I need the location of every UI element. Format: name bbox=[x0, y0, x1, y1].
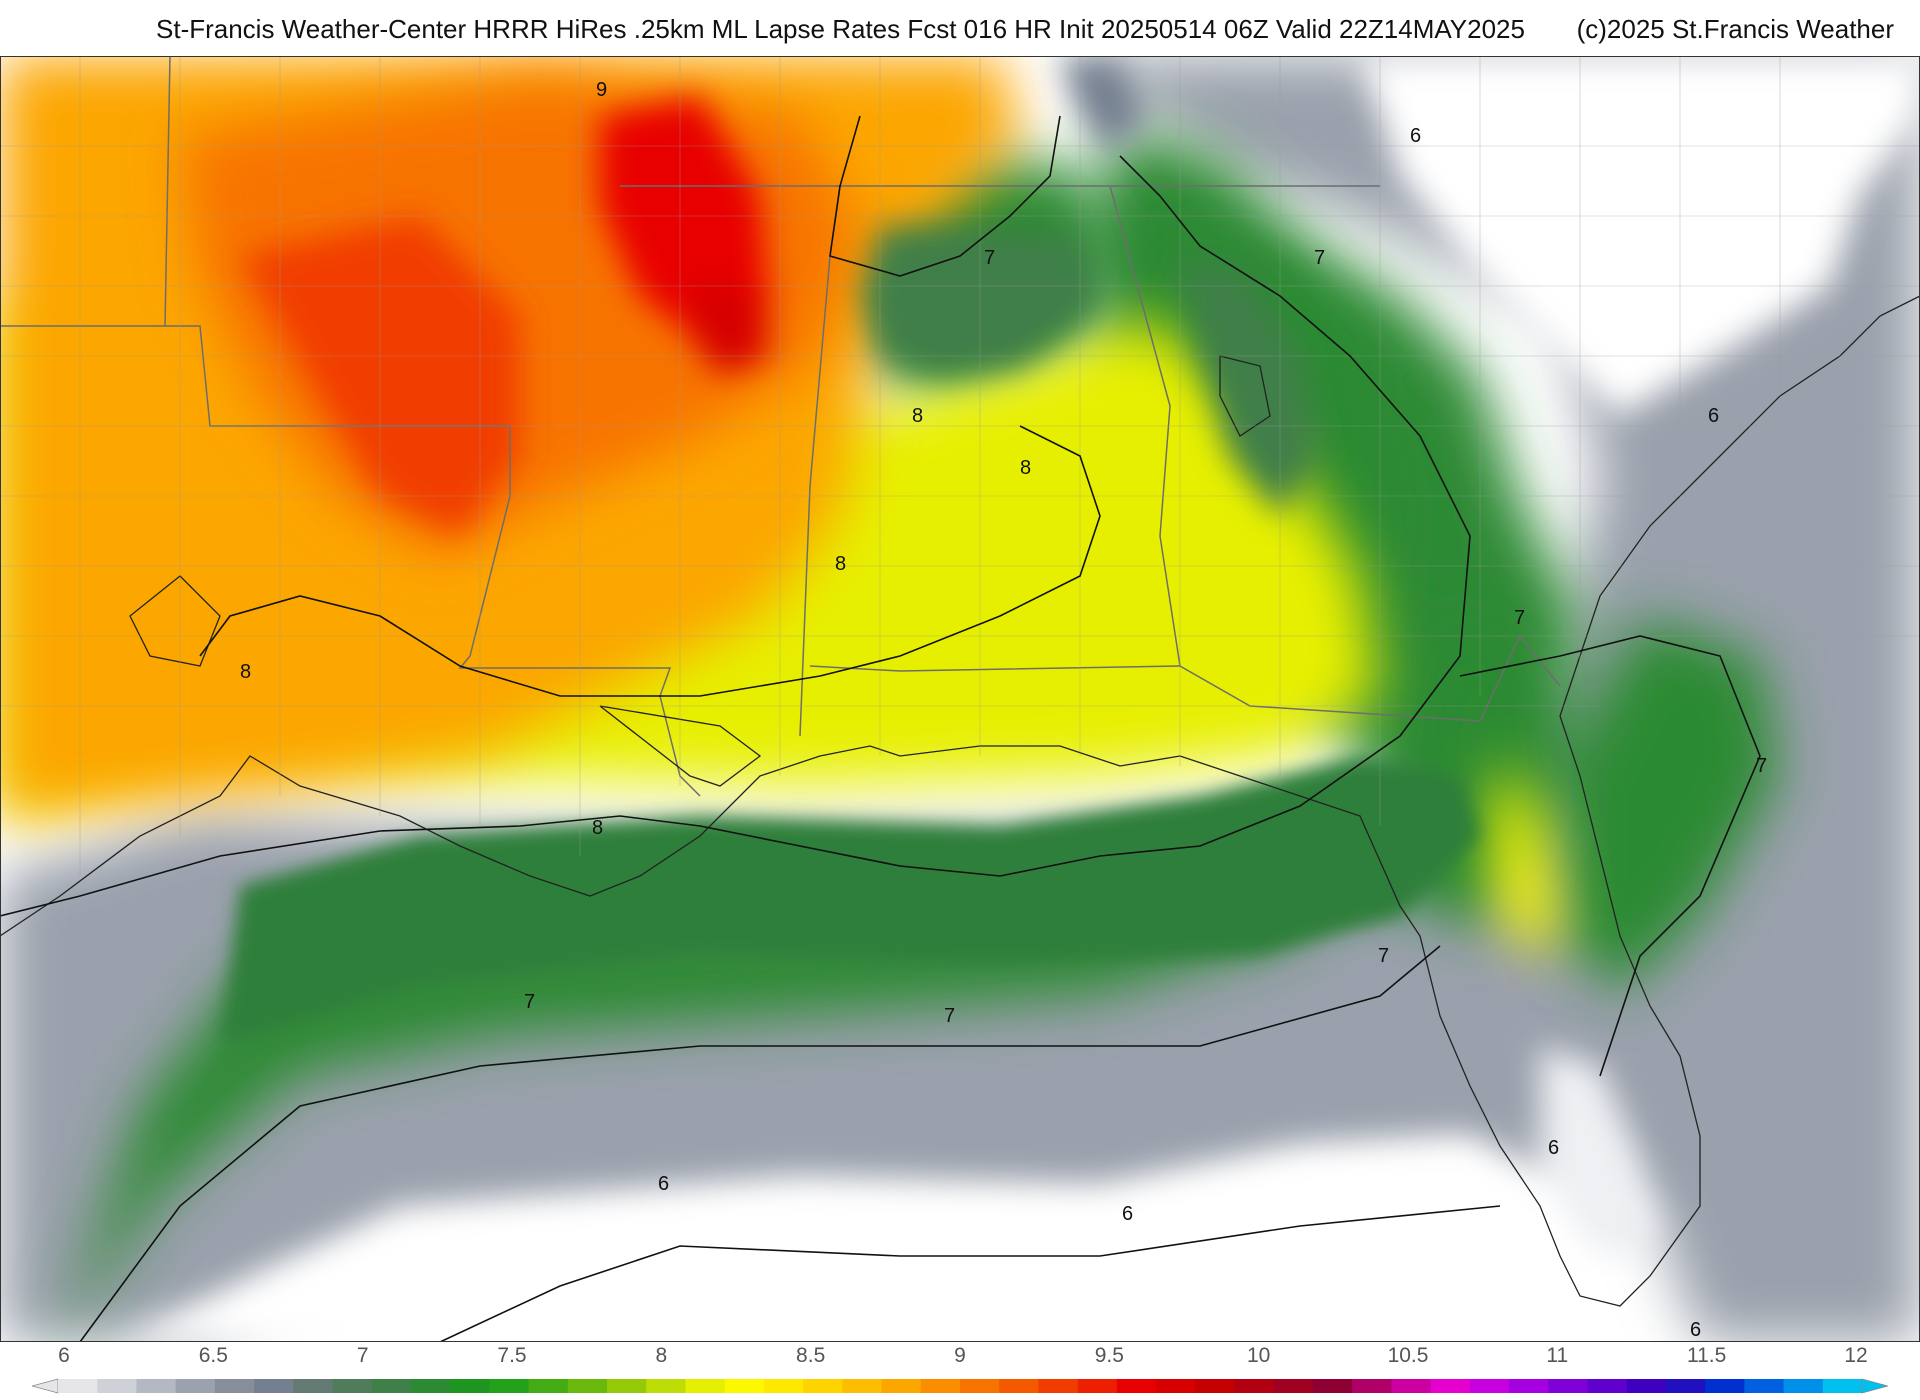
colorbar-tick-label: 8.5 bbox=[796, 1344, 826, 1367]
colorbar-swatch bbox=[1312, 1379, 1353, 1393]
contour-label: 7 bbox=[524, 991, 535, 1013]
colorbar-swatch bbox=[960, 1379, 1000, 1393]
colorbar-tick-label: 7.5 bbox=[497, 1344, 527, 1367]
map-svg: 9 8 8 8 8 8 7 7 7 7 7 7 7 6 6 6 6 6 6 bbox=[0, 56, 1920, 1342]
contour-label: 7 bbox=[944, 1005, 955, 1027]
colorbar-swatch bbox=[293, 1379, 334, 1393]
colorbar-swatch bbox=[1744, 1379, 1785, 1393]
colorbar-swatch bbox=[1234, 1379, 1275, 1393]
contour-label: 7 bbox=[1378, 945, 1389, 967]
colorbar-swatch bbox=[1783, 1379, 1824, 1393]
coastlines bbox=[0, 295, 1920, 1307]
colorbar-swatch bbox=[97, 1379, 137, 1393]
contour-label: 8 bbox=[835, 553, 846, 575]
colorbar-tick-label: 10 bbox=[1246, 1344, 1271, 1367]
colorbar-tick-label: 8 bbox=[655, 1344, 668, 1367]
colorbar-swatch bbox=[763, 1379, 804, 1393]
colorbar-tick-label: 11.5 bbox=[1686, 1344, 1727, 1367]
colorbar-swatch bbox=[1665, 1379, 1706, 1393]
colorbar-swatch bbox=[842, 1379, 883, 1393]
colorbar-swatch bbox=[1352, 1379, 1392, 1393]
copyright: (c)2025 St.Francis Weather bbox=[1576, 14, 1894, 44]
contour-label-group: 9 8 8 8 8 8 7 7 7 7 7 7 7 6 6 6 6 6 6 bbox=[240, 79, 1767, 1341]
contour-label: 6 bbox=[658, 1173, 669, 1195]
colorbar-swatch bbox=[646, 1379, 686, 1393]
colorbar-swatch bbox=[724, 1379, 765, 1393]
colorbar-swatch bbox=[803, 1379, 843, 1393]
colorbar-tick-label: 9.5 bbox=[1094, 1344, 1124, 1367]
colorbar-swatch bbox=[920, 1379, 961, 1393]
colorbar-swatch bbox=[528, 1379, 569, 1393]
colorbar-tick-label: 9 bbox=[954, 1344, 966, 1367]
colorbar-tick-label: 10.5 bbox=[1387, 1344, 1429, 1367]
contour-label: 7 bbox=[1514, 607, 1525, 629]
title-bar: St-Francis Weather-Center HRRR HiRes .25… bbox=[0, 0, 1920, 56]
colorbar-swatch bbox=[371, 1379, 412, 1393]
colorbar-swatch bbox=[1116, 1379, 1157, 1393]
contour-label: 6 bbox=[1548, 1137, 1559, 1159]
colorbar-swatch bbox=[1469, 1379, 1510, 1393]
contour-label: 7 bbox=[1756, 755, 1767, 777]
contour-label: 6 bbox=[1708, 405, 1719, 427]
colorbar-swatch bbox=[175, 1379, 216, 1393]
contour-lines bbox=[0, 115, 1761, 1342]
colorbar-arrow-right bbox=[1861, 1378, 1890, 1394]
colorbar-swatch bbox=[1391, 1379, 1432, 1393]
colorbar-svg bbox=[30, 1378, 1890, 1394]
contour-label: 9 bbox=[596, 79, 607, 101]
colorbar-swatch bbox=[1626, 1379, 1667, 1393]
county-grid bbox=[0, 56, 1920, 876]
contour-label: 6 bbox=[1410, 125, 1421, 147]
colorbar-tick-label: 7 bbox=[356, 1344, 369, 1367]
contour-label: 8 bbox=[1020, 457, 1031, 479]
colorbar-tick-label: 6 bbox=[58, 1344, 70, 1367]
colorbar-swatch bbox=[214, 1379, 255, 1393]
contour-label: 6 bbox=[1122, 1203, 1133, 1225]
colorbar-swatch bbox=[567, 1379, 608, 1393]
colorbar-tick-label: 11 bbox=[1546, 1344, 1569, 1367]
colorbar-tick-labels: 6 6.5 7 7.5 8 8.5 9 9.5 10 10.5 11 11.5 12 bbox=[0, 1342, 1920, 1372]
colorbar-swatch bbox=[332, 1379, 373, 1393]
colorbar-swatch bbox=[881, 1379, 922, 1393]
colorbar-swatch bbox=[1430, 1379, 1471, 1393]
colorbar-swatch bbox=[1822, 1379, 1863, 1393]
colorbar-swatch bbox=[1548, 1379, 1588, 1393]
contour-label: 7 bbox=[984, 247, 995, 269]
colorbar-swatch bbox=[1705, 1379, 1745, 1393]
colorbar-swatch bbox=[1273, 1379, 1314, 1393]
weather-map[interactable]: 9 8 8 8 8 8 7 7 7 7 7 7 7 6 6 6 6 6 6 bbox=[0, 56, 1920, 1342]
colorbar-swatch bbox=[999, 1379, 1039, 1393]
colorbar-swatch bbox=[1038, 1379, 1079, 1393]
colorbar bbox=[30, 1378, 1890, 1394]
contour-label: 7 bbox=[1314, 247, 1325, 269]
colorbar-swatch bbox=[1077, 1379, 1118, 1393]
colorbar-swatch bbox=[607, 1379, 647, 1393]
colorbar-swatch bbox=[1587, 1379, 1628, 1393]
map-title: St-Francis Weather-Center HRRR HiRes .25… bbox=[156, 14, 1525, 44]
colorbar-swatch bbox=[410, 1379, 451, 1393]
contour-label: 8 bbox=[240, 661, 251, 683]
colorbar-swatch bbox=[1509, 1379, 1549, 1393]
colorbar-swatch bbox=[136, 1379, 177, 1393]
contour-label: 8 bbox=[592, 817, 603, 839]
colorbar-swatch bbox=[1195, 1379, 1236, 1393]
colorbar-tick-label: 6.5 bbox=[198, 1344, 228, 1367]
contour-label: 6 bbox=[1690, 1319, 1701, 1341]
colorbar-swatch bbox=[1156, 1379, 1196, 1393]
colorbar-tick-label: 12 bbox=[1844, 1344, 1868, 1367]
field-green-band bbox=[220, 756, 1480, 1046]
colorbar-swatch bbox=[685, 1379, 726, 1393]
colorbar-swatch bbox=[254, 1379, 294, 1393]
colorbar-arrow-left bbox=[30, 1378, 59, 1394]
colorbar-swatch bbox=[489, 1379, 530, 1393]
colorbar-swatch bbox=[450, 1379, 490, 1393]
colorbar-swatch bbox=[58, 1379, 98, 1393]
contour-label: 8 bbox=[912, 405, 923, 427]
